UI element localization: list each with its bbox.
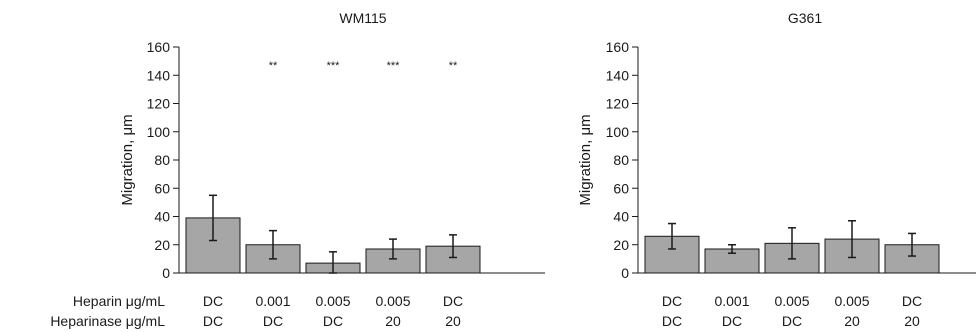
chart-title: G361: [788, 10, 822, 26]
y-tick-label: 160: [147, 39, 171, 55]
significance-marker: ***: [387, 60, 401, 72]
y-tick-label: 0: [162, 265, 170, 281]
y-tick-label: 100: [147, 124, 171, 140]
heparinase-value-label: DC: [263, 313, 283, 329]
heparinase-value-label: 20: [904, 313, 920, 329]
y-tick-label: 40: [154, 209, 170, 225]
y-tick-label: 80: [613, 152, 629, 168]
chart-title: WM115: [339, 10, 386, 26]
y-tick-label: 20: [613, 237, 629, 253]
heparin-value-label: DC: [203, 293, 223, 309]
heparin-value-label: 0.005: [774, 293, 809, 309]
heparinase-value-label: DC: [323, 313, 343, 329]
y-tick-label: 60: [154, 180, 170, 196]
y-tick-label: 20: [154, 237, 170, 253]
heparinase-value-label: DC: [662, 313, 682, 329]
heparin-value-label: 0.005: [834, 293, 869, 309]
heparinase-value-label: DC: [722, 313, 742, 329]
heparin-value-label: 0.001: [714, 293, 749, 309]
heparinase-value-label: DC: [782, 313, 802, 329]
y-axis-label: Migration, μm: [577, 114, 594, 205]
heparin-row-label: Heparin μg/mL: [73, 293, 165, 309]
y-tick-label: 80: [154, 152, 170, 168]
row-labels: Heparin μg/mL Heparinase μg/mL: [50, 293, 165, 329]
y-tick-label: 120: [606, 96, 630, 112]
y-tick-label: 0: [621, 265, 629, 281]
heparin-value-label: 0.005: [375, 293, 410, 309]
chart-panel-wm115: WM115 Migration, μm 0 20 40 60 80 100 120 140 160 D…: [119, 10, 545, 329]
heparin-value-label: DC: [902, 293, 922, 309]
y-axis-label: Migration, μm: [119, 114, 136, 205]
y-tick-label: 140: [147, 67, 171, 83]
heparin-value-label: DC: [662, 293, 682, 309]
heparin-value-label: 0.005: [315, 293, 350, 309]
heparinase-value-label: DC: [203, 313, 223, 329]
y-tick-label: 60: [613, 180, 629, 196]
heparin-value-label: 0.001: [255, 293, 290, 309]
heparinase-value-label: 20: [385, 313, 401, 329]
heparinase-row-label: Heparinase μg/mL: [50, 313, 165, 329]
y-tick-label: 40: [613, 209, 629, 225]
y-tick-label: 120: [147, 96, 171, 112]
y-tick-label: 160: [606, 39, 630, 55]
heparinase-value-label: 20: [445, 313, 461, 329]
chart-panel-g361: G361 Migration, μm 0 20 40 60 80 100 120 140 160 DC…: [577, 10, 976, 329]
y-tick-label: 100: [606, 124, 630, 140]
significance-marker: ***: [327, 60, 341, 72]
heparin-value-label: DC: [443, 293, 463, 309]
heparinase-value-label: 20: [844, 313, 860, 329]
y-tick-label: 140: [606, 67, 630, 83]
significance-marker: **: [449, 60, 458, 72]
significance-marker: **: [269, 60, 278, 72]
